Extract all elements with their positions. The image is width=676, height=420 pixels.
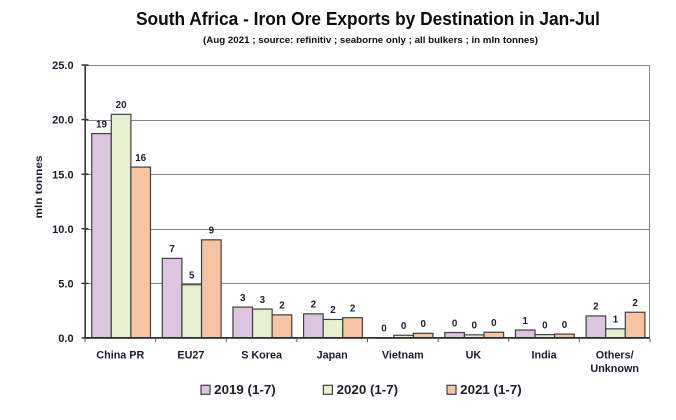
svg-text:0: 0 [491, 318, 497, 329]
svg-text:16: 16 [135, 153, 146, 164]
svg-text:Japan: Japan [317, 349, 348, 361]
svg-text:0: 0 [401, 321, 407, 332]
svg-text:5: 5 [189, 271, 195, 282]
svg-text:Others/: Others/ [596, 349, 634, 361]
svg-text:Unknown: Unknown [590, 363, 639, 375]
svg-text:India: India [531, 349, 557, 361]
svg-text:2: 2 [350, 303, 356, 314]
svg-text:S Korea: S Korea [241, 349, 283, 361]
svg-text:Vietnam: Vietnam [382, 349, 424, 361]
svg-text:0: 0 [452, 318, 458, 329]
svg-text:0: 0 [420, 319, 426, 330]
svg-text:2: 2 [632, 298, 638, 309]
svg-text:15.0: 15.0 [52, 169, 73, 181]
svg-text:7: 7 [169, 244, 175, 255]
svg-text:2019 (1-7): 2019 (1-7) [214, 382, 276, 397]
svg-text:1: 1 [523, 316, 529, 327]
svg-text:2: 2 [330, 305, 336, 316]
svg-text:0: 0 [542, 320, 548, 331]
svg-text:UK: UK [466, 349, 482, 361]
svg-text:0: 0 [381, 323, 387, 334]
svg-text:3: 3 [260, 295, 266, 306]
svg-text:20.0: 20.0 [52, 115, 73, 127]
svg-text:1: 1 [613, 315, 619, 326]
svg-text:0.0: 0.0 [58, 333, 73, 345]
svg-text:9: 9 [209, 226, 215, 237]
svg-text:2: 2 [593, 302, 599, 313]
svg-text:20: 20 [116, 100, 127, 111]
svg-text:3: 3 [240, 293, 246, 304]
svg-text:South Africa - Iron Ore Export: South Africa - Iron Ore Exports by Desti… [136, 9, 600, 29]
svg-text:25.0: 25.0 [52, 60, 73, 72]
svg-text:2: 2 [311, 300, 317, 311]
svg-text:2: 2 [279, 301, 285, 312]
svg-text:2021 (1-7): 2021 (1-7) [460, 382, 522, 397]
svg-text:(Aug 2021 ; source: refinitiv: (Aug 2021 ; source: refinitiv ; seaborne… [203, 34, 538, 45]
svg-text:19: 19 [96, 119, 107, 130]
svg-text:2020 (1-7): 2020 (1-7) [337, 382, 399, 397]
svg-text:10.0: 10.0 [52, 224, 73, 236]
svg-text:mln tonnes: mln tonnes [33, 155, 45, 218]
svg-text:0: 0 [562, 320, 568, 331]
svg-text:0: 0 [472, 321, 478, 332]
svg-text:EU27: EU27 [177, 349, 204, 361]
svg-text:China PR: China PR [96, 349, 144, 361]
svg-text:5.0: 5.0 [58, 279, 73, 291]
